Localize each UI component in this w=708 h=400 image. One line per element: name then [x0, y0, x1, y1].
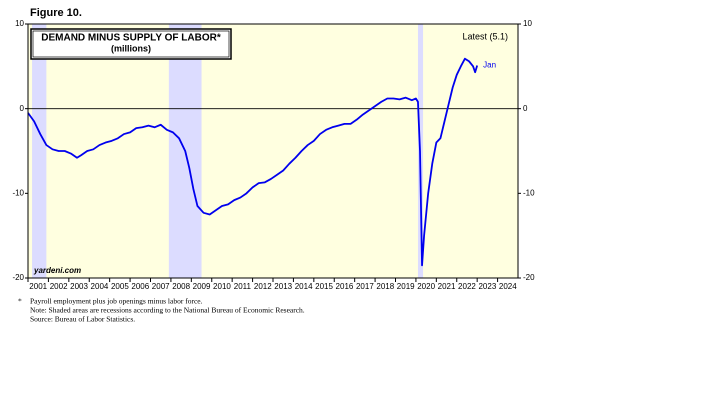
end-label: Jan: [483, 61, 496, 70]
x-tick-label: 2005: [111, 282, 129, 291]
x-tick-label: 2004: [91, 282, 109, 291]
x-tick-label: 2021: [438, 282, 456, 291]
y-tick-label: 0: [20, 104, 25, 113]
chart-subtitle: (millions): [111, 43, 151, 53]
x-tick-label: 2001: [29, 282, 47, 291]
x-tick-label: 2020: [417, 282, 435, 291]
y2-tick-label: -20: [523, 273, 535, 282]
x-tick-label: 2013: [274, 282, 292, 291]
title-box: [30, 28, 232, 60]
x-tick-label: 2010: [213, 282, 231, 291]
chart-title: DEMAND MINUS SUPPLY OF LABOR*: [41, 33, 221, 44]
plot-background: [28, 24, 518, 278]
watermark: yardeni.com: [33, 266, 81, 275]
y2-tick-label: -10: [523, 188, 535, 197]
x-tick-label: 2014: [295, 282, 313, 291]
y-tick-label: 10: [15, 19, 24, 28]
footnote-marker: *: [18, 297, 22, 306]
footnote: Payroll employment plus job openings min…: [30, 297, 203, 306]
x-tick-label: 2009: [193, 282, 211, 291]
x-tick-label: 2019: [397, 282, 415, 291]
x-tick-label: 2007: [152, 282, 170, 291]
y2-tick-label: 0: [523, 104, 528, 113]
x-tick-label: 2022: [458, 282, 476, 291]
figure-label: Figure 10.: [30, 7, 82, 19]
x-tick-label: 2002: [50, 282, 68, 291]
y2-tick-label: 10: [523, 19, 532, 28]
footnote: Note: Shaded areas are recessions accord…: [30, 306, 305, 315]
title-box-inner: [32, 30, 230, 58]
latest-label: Latest (5.1): [462, 31, 508, 41]
x-tick-label: 2018: [376, 282, 394, 291]
x-tick-label: 2023: [478, 282, 496, 291]
x-tick-label: 2012: [254, 282, 272, 291]
footnote: Source: Bureau of Labor Statistics.: [30, 315, 135, 324]
y-tick-label: -20: [12, 273, 24, 282]
data-line: [27, 57, 479, 267]
x-tick-label: 2015: [315, 282, 333, 291]
x-tick-label: 2003: [70, 282, 88, 291]
x-tick-label: 2011: [234, 282, 252, 291]
x-tick-label: 2017: [356, 282, 374, 291]
x-tick-label: 2024: [499, 282, 517, 291]
y-tick-label: -10: [12, 188, 24, 197]
x-tick-label: 2008: [172, 282, 190, 291]
x-tick-label: 2006: [131, 282, 149, 291]
recession-band: [32, 24, 47, 278]
x-tick-label: 2016: [336, 282, 354, 291]
